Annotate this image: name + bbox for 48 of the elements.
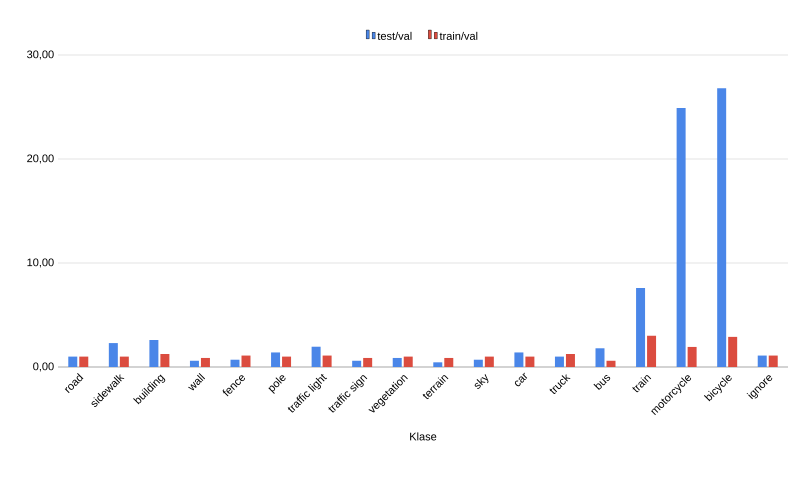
bar: [566, 354, 575, 367]
bar: [514, 352, 524, 367]
bar: [444, 358, 454, 367]
bar: [79, 356, 88, 367]
bar: [120, 356, 129, 367]
bar: [392, 358, 402, 367]
bar: [363, 358, 372, 367]
legend-label: test/val: [378, 32, 412, 40]
y-tick-label: 20,00: [27, 154, 54, 164]
bar: [717, 88, 726, 367]
y-tick-label: 30,00: [27, 50, 54, 60]
bar: [282, 356, 292, 367]
bar: [554, 356, 564, 367]
bar: [596, 348, 605, 367]
bar: [525, 356, 534, 367]
bar: [768, 356, 778, 367]
bar: [312, 346, 321, 367]
bar: [676, 108, 686, 367]
bar: [200, 358, 210, 367]
bar: [758, 356, 767, 367]
bar: [149, 340, 158, 367]
bar: [688, 346, 697, 367]
bar: [322, 356, 332, 367]
x-axis-title: Klase: [410, 432, 436, 440]
bar: [404, 356, 413, 367]
bar: [108, 343, 118, 367]
bar: [68, 356, 78, 367]
x-tick-label: wall: [188, 372, 206, 390]
bar: [271, 352, 280, 367]
bar: [242, 356, 251, 367]
bar: [190, 360, 199, 367]
bar: [352, 360, 362, 367]
y-tick-label: 10,00: [27, 258, 54, 268]
bar: [230, 360, 240, 367]
legend-label: train/val: [440, 32, 478, 40]
bar: [636, 288, 646, 367]
bar: [606, 360, 616, 367]
bar: [728, 336, 738, 367]
bar: [474, 360, 483, 367]
y-tick-label: 0,00: [33, 362, 54, 372]
x-tick-label: train: [632, 375, 652, 392]
bar: [484, 356, 494, 367]
bar: [160, 354, 170, 367]
x-tick-label: bus: [593, 375, 610, 390]
bar: [433, 362, 442, 367]
x-tick-label: car: [514, 372, 528, 386]
bar: [647, 336, 656, 367]
x-tick-label: sky: [474, 374, 488, 389]
